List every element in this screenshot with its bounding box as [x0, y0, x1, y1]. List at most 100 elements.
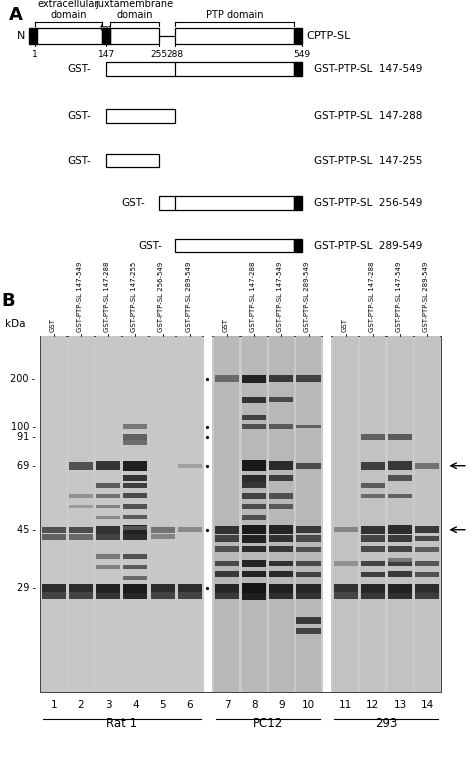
Bar	[96, 592, 120, 599]
Text: GST-PTP-SL 147-549: GST-PTP-SL 147-549	[277, 262, 283, 332]
Bar	[415, 336, 440, 692]
Text: GST-PTP-SL 147-288: GST-PTP-SL 147-288	[250, 262, 256, 332]
Text: GST-PTP-SL  147-549: GST-PTP-SL 147-549	[314, 64, 422, 74]
Text: GST-PTP-SL  289-549: GST-PTP-SL 289-549	[314, 241, 422, 251]
Bar	[388, 462, 412, 470]
Bar	[361, 526, 385, 534]
Bar	[178, 527, 202, 532]
Text: 100 -: 100 -	[10, 422, 36, 432]
Bar	[69, 505, 93, 509]
Bar	[269, 546, 293, 552]
Bar	[106, 62, 294, 76]
Bar	[415, 592, 439, 599]
Bar	[123, 434, 147, 440]
Bar	[297, 463, 320, 469]
Bar	[175, 28, 294, 44]
Bar	[123, 461, 147, 471]
Bar	[242, 397, 266, 403]
Bar	[242, 571, 266, 578]
Text: 5: 5	[159, 700, 166, 710]
Text: GST-: GST-	[67, 111, 91, 121]
Bar	[269, 561, 293, 566]
Bar	[150, 336, 175, 692]
Bar	[297, 628, 320, 634]
Bar	[214, 336, 239, 692]
Bar	[242, 415, 266, 420]
Text: 147: 147	[98, 50, 115, 59]
Bar	[388, 584, 412, 593]
Bar	[96, 526, 120, 534]
Bar	[151, 535, 174, 539]
Bar	[177, 336, 202, 692]
Bar	[269, 584, 293, 593]
Bar	[388, 571, 412, 577]
Text: 1: 1	[51, 700, 57, 710]
Bar	[296, 336, 321, 692]
Bar	[361, 592, 385, 599]
Text: PTP domain: PTP domain	[206, 9, 264, 19]
Text: juxtamembrane
domain: juxtamembrane domain	[95, 0, 173, 19]
Bar	[242, 591, 266, 600]
Bar	[388, 558, 412, 561]
Bar	[123, 440, 147, 446]
Bar	[297, 561, 320, 566]
Text: GST-PTP-SL 289-549: GST-PTP-SL 289-549	[423, 262, 429, 332]
Bar	[42, 592, 66, 599]
Text: GST-PTP-SL 256-549: GST-PTP-SL 256-549	[158, 262, 164, 332]
Bar	[242, 493, 266, 499]
Bar	[297, 535, 320, 542]
Text: B: B	[1, 292, 15, 310]
Bar	[242, 375, 266, 383]
Bar	[388, 336, 412, 692]
Bar	[269, 525, 293, 534]
Bar	[69, 534, 93, 539]
Bar	[415, 463, 439, 469]
Text: 255: 255	[150, 50, 167, 59]
Bar	[96, 505, 120, 509]
Text: 14: 14	[420, 700, 434, 710]
Bar	[123, 336, 148, 692]
Bar	[388, 561, 412, 566]
Bar	[361, 561, 385, 566]
Text: GST-PTP-SL  147-255: GST-PTP-SL 147-255	[314, 156, 422, 166]
Text: 13: 13	[393, 700, 407, 710]
Text: 69 -: 69 -	[17, 461, 36, 471]
Bar	[333, 336, 358, 692]
Bar	[215, 584, 239, 593]
Text: 549: 549	[293, 50, 310, 59]
Bar	[123, 475, 147, 482]
Bar	[361, 462, 385, 469]
Bar	[361, 571, 385, 577]
Bar	[334, 592, 358, 599]
Bar	[123, 554, 147, 559]
Text: Rat 1: Rat 1	[106, 717, 137, 730]
Text: GST-PTP-SL 289-549: GST-PTP-SL 289-549	[304, 262, 310, 332]
Bar	[215, 571, 239, 577]
Bar	[297, 584, 320, 593]
Text: GST: GST	[50, 318, 56, 332]
Bar	[269, 535, 293, 542]
Bar	[294, 62, 302, 76]
Bar	[269, 461, 293, 470]
Bar	[297, 526, 320, 533]
Bar	[361, 546, 385, 552]
Text: 200 -: 200 -	[10, 374, 36, 384]
Bar	[96, 555, 120, 558]
Bar	[242, 535, 266, 542]
Text: GST-PTP-SL 289-549: GST-PTP-SL 289-549	[186, 262, 191, 332]
Bar	[215, 592, 239, 599]
Bar	[242, 515, 266, 519]
Bar	[294, 196, 302, 210]
Bar	[294, 28, 302, 44]
Bar	[41, 336, 66, 692]
Bar	[269, 571, 293, 577]
Bar	[69, 526, 93, 533]
Bar	[106, 154, 159, 167]
Bar	[297, 375, 320, 382]
Text: GST: GST	[342, 318, 347, 332]
Bar	[269, 475, 293, 482]
Bar	[269, 424, 293, 429]
Bar	[123, 482, 147, 488]
Text: 2: 2	[78, 700, 84, 710]
Bar	[123, 565, 147, 569]
